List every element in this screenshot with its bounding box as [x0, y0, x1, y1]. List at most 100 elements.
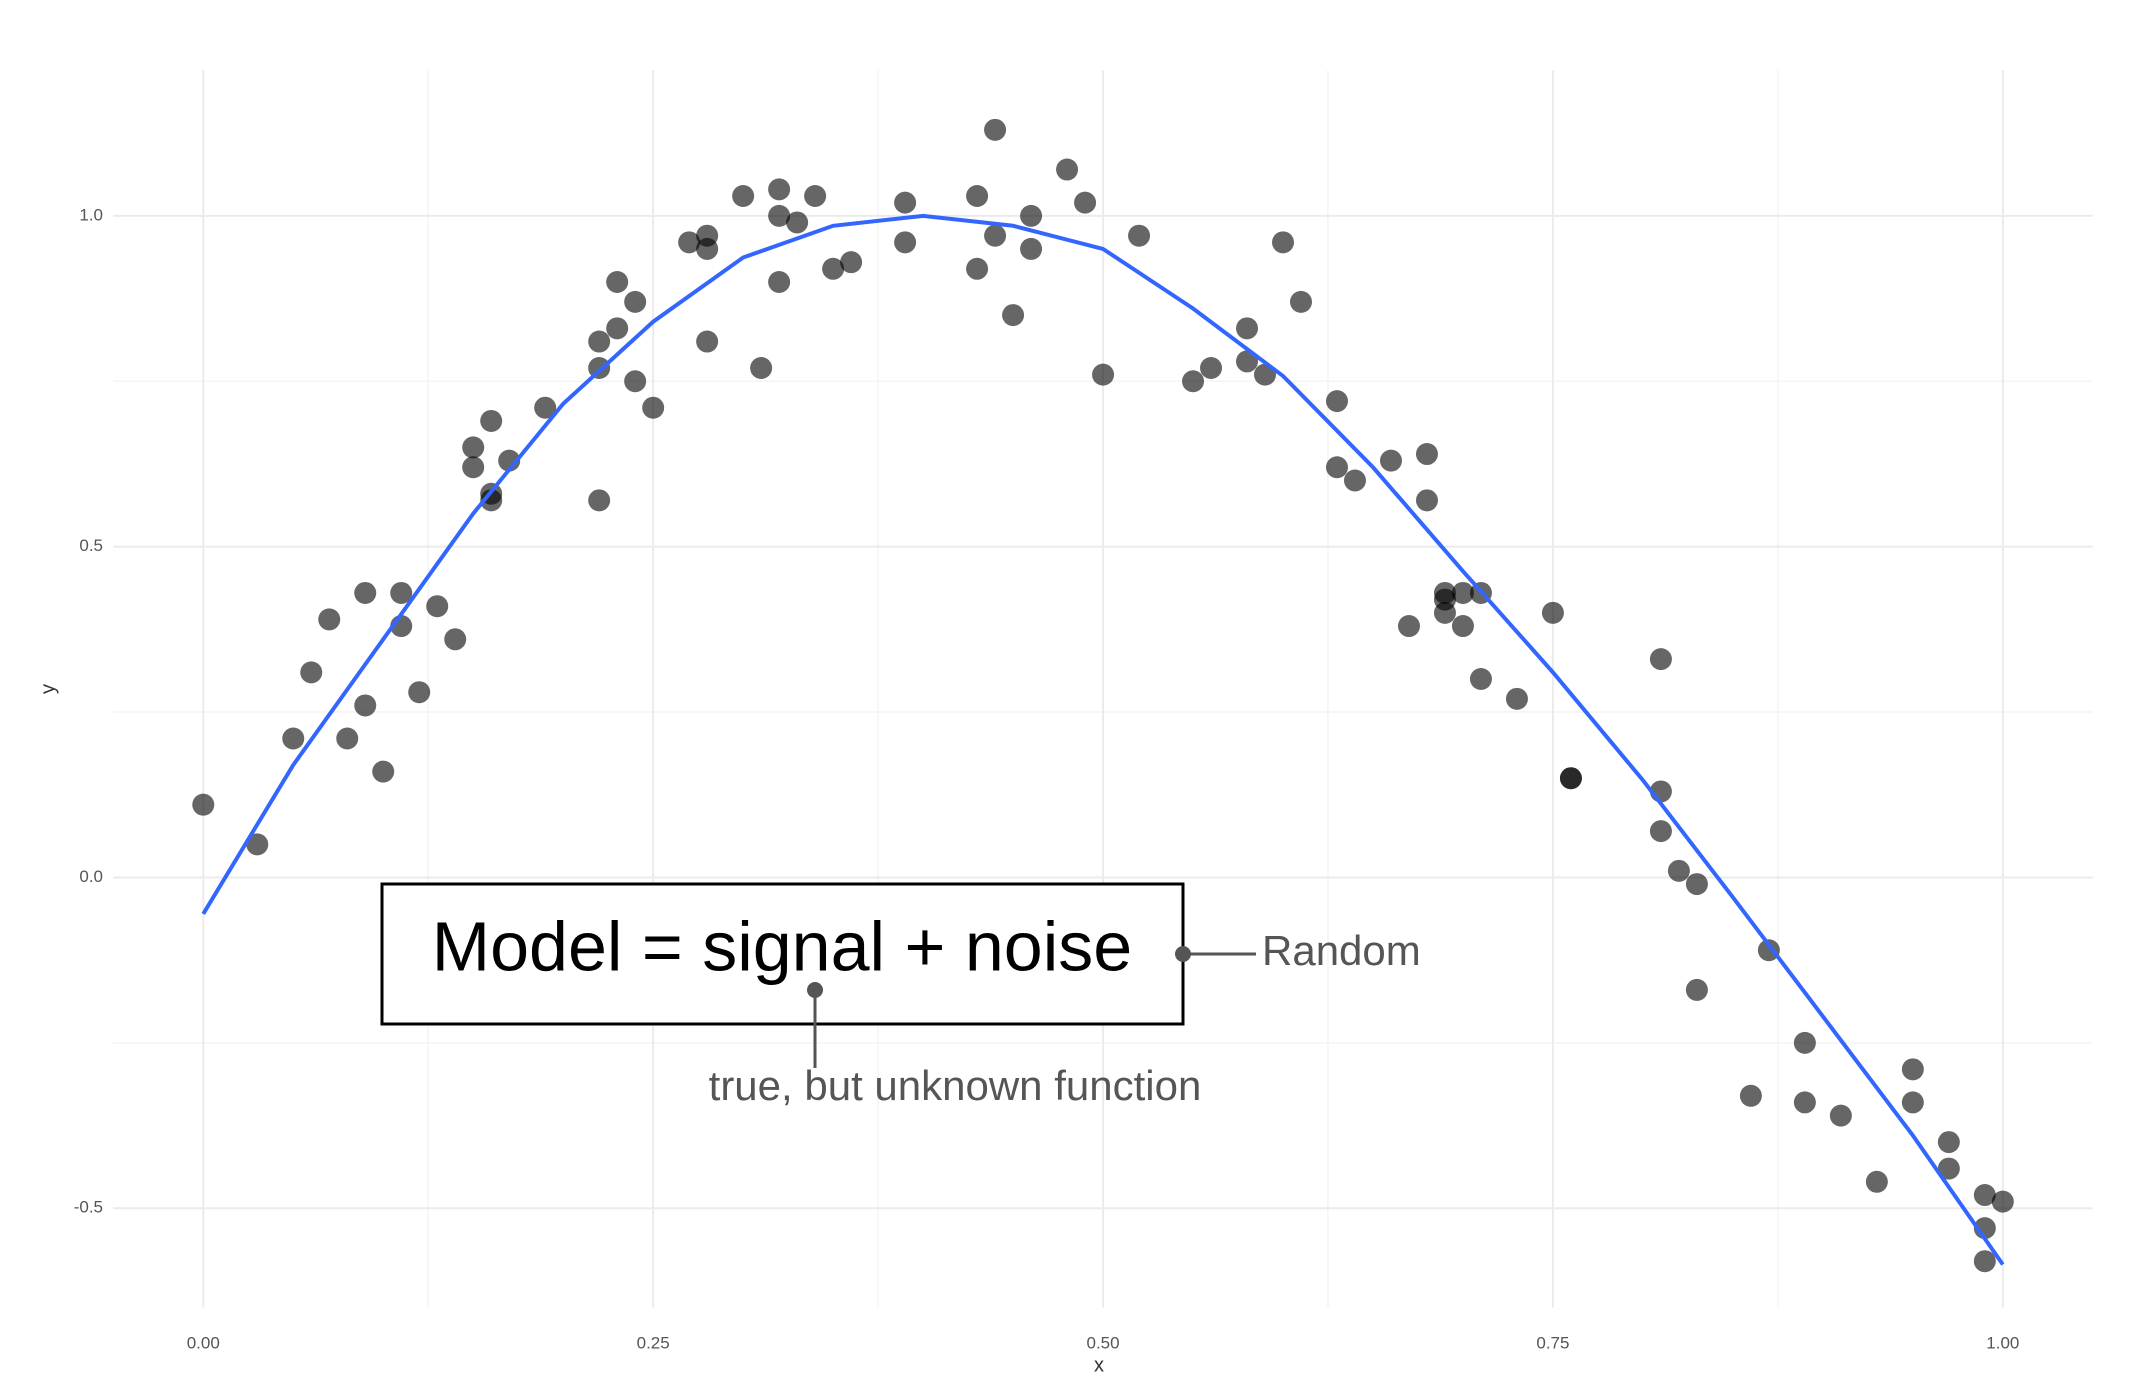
point	[1451, 615, 1474, 638]
point	[1290, 290, 1312, 313]
point	[732, 185, 755, 208]
annotation: Model = signal + noise Random true, but …	[380, 882, 1421, 1109]
y-tick-label: 1.0	[79, 205, 103, 224]
point	[462, 436, 485, 459]
point	[1541, 601, 1564, 624]
x-tick-label: 1.00	[1986, 1333, 2019, 1352]
point	[1685, 873, 1708, 896]
point	[1451, 581, 1474, 604]
point	[984, 224, 1007, 247]
point	[822, 257, 845, 280]
point	[354, 694, 377, 717]
point	[1667, 859, 1690, 882]
point	[336, 727, 359, 750]
point	[678, 231, 701, 254]
point	[786, 211, 809, 234]
point	[1973, 1184, 1996, 1207]
point	[300, 661, 323, 684]
point	[408, 681, 431, 704]
grid	[113, 70, 2093, 1308]
point	[768, 204, 791, 227]
x-tick-label: 0.00	[187, 1333, 220, 1352]
point	[1128, 224, 1151, 247]
point	[642, 396, 665, 419]
point	[768, 271, 791, 294]
point	[462, 456, 485, 479]
point	[1056, 158, 1079, 181]
point	[588, 330, 611, 353]
x-tick-label: 0.75	[1536, 1333, 1569, 1352]
marks	[192, 118, 2014, 1273]
point	[624, 370, 647, 393]
y-tick-label: 0.5	[79, 536, 103, 555]
point	[804, 185, 827, 208]
point	[426, 595, 449, 618]
point	[1973, 1250, 1996, 1273]
point	[1074, 191, 1097, 214]
point	[1901, 1058, 1924, 1081]
point	[1379, 449, 1402, 472]
point	[1991, 1190, 2014, 1213]
point	[372, 760, 395, 783]
point	[1757, 939, 1780, 962]
point	[1685, 978, 1708, 1001]
point	[498, 449, 521, 472]
x-tick-label: 0.50	[1087, 1333, 1120, 1352]
point	[696, 330, 719, 353]
point	[1739, 1084, 1762, 1107]
point	[894, 231, 917, 254]
point	[894, 191, 917, 214]
point	[1343, 469, 1366, 492]
x-tick-label: 0.25	[637, 1333, 670, 1352]
point	[1325, 390, 1348, 413]
point	[1020, 237, 1043, 260]
y-axis-label: y	[37, 684, 59, 694]
point	[1829, 1104, 1852, 1127]
point	[1002, 304, 1025, 327]
point	[192, 793, 215, 816]
point	[1254, 363, 1277, 386]
point	[606, 271, 629, 294]
point	[1937, 1131, 1960, 1154]
point	[624, 290, 647, 313]
point	[750, 357, 773, 380]
point	[1937, 1157, 1960, 1180]
point	[984, 118, 1007, 141]
point	[1236, 350, 1259, 373]
point	[390, 581, 413, 604]
point	[354, 581, 377, 604]
point	[1793, 1091, 1816, 1114]
point	[1397, 615, 1420, 638]
point	[534, 396, 557, 419]
point	[1415, 443, 1438, 466]
point	[1182, 370, 1205, 393]
leader-dot	[1175, 946, 1191, 962]
point	[966, 257, 989, 280]
point	[606, 317, 629, 340]
point	[1325, 456, 1348, 479]
point	[1865, 1170, 1888, 1193]
annotation-random: Random	[1262, 927, 1421, 974]
point	[246, 833, 269, 856]
y-tick-label: -0.5	[74, 1198, 103, 1217]
point	[1793, 1031, 1816, 1054]
point	[1469, 667, 1492, 690]
point	[282, 727, 305, 750]
point	[1092, 363, 1115, 386]
point	[480, 409, 503, 432]
point	[696, 237, 719, 260]
point	[588, 489, 611, 512]
point	[1272, 231, 1295, 254]
fit-line	[201, 213, 2005, 1266]
point	[1649, 648, 1672, 671]
point	[1020, 204, 1043, 227]
point	[1559, 767, 1582, 790]
annotation-title: Model = signal + noise	[432, 907, 1132, 985]
annotation-signal: true, but unknown function	[709, 1062, 1202, 1109]
point	[480, 489, 503, 512]
y-tick-label: 0.0	[79, 867, 103, 886]
point	[318, 608, 341, 631]
leader-dot	[807, 982, 823, 998]
